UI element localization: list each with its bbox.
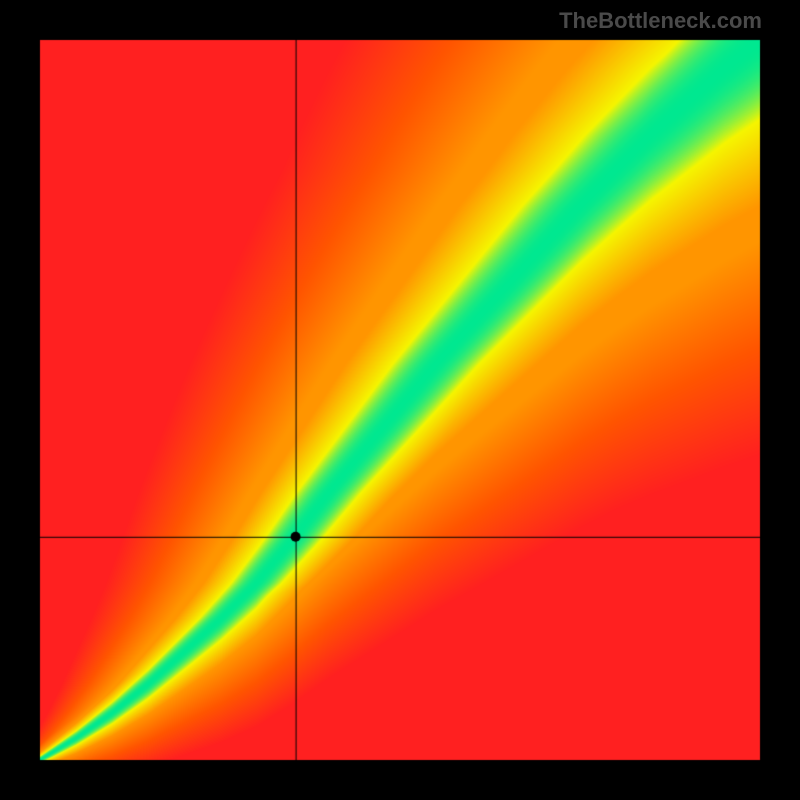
- bottleneck-heatmap: [0, 0, 800, 800]
- chart-container: TheBottleneck.com: [0, 0, 800, 800]
- watermark-text: TheBottleneck.com: [559, 8, 762, 34]
